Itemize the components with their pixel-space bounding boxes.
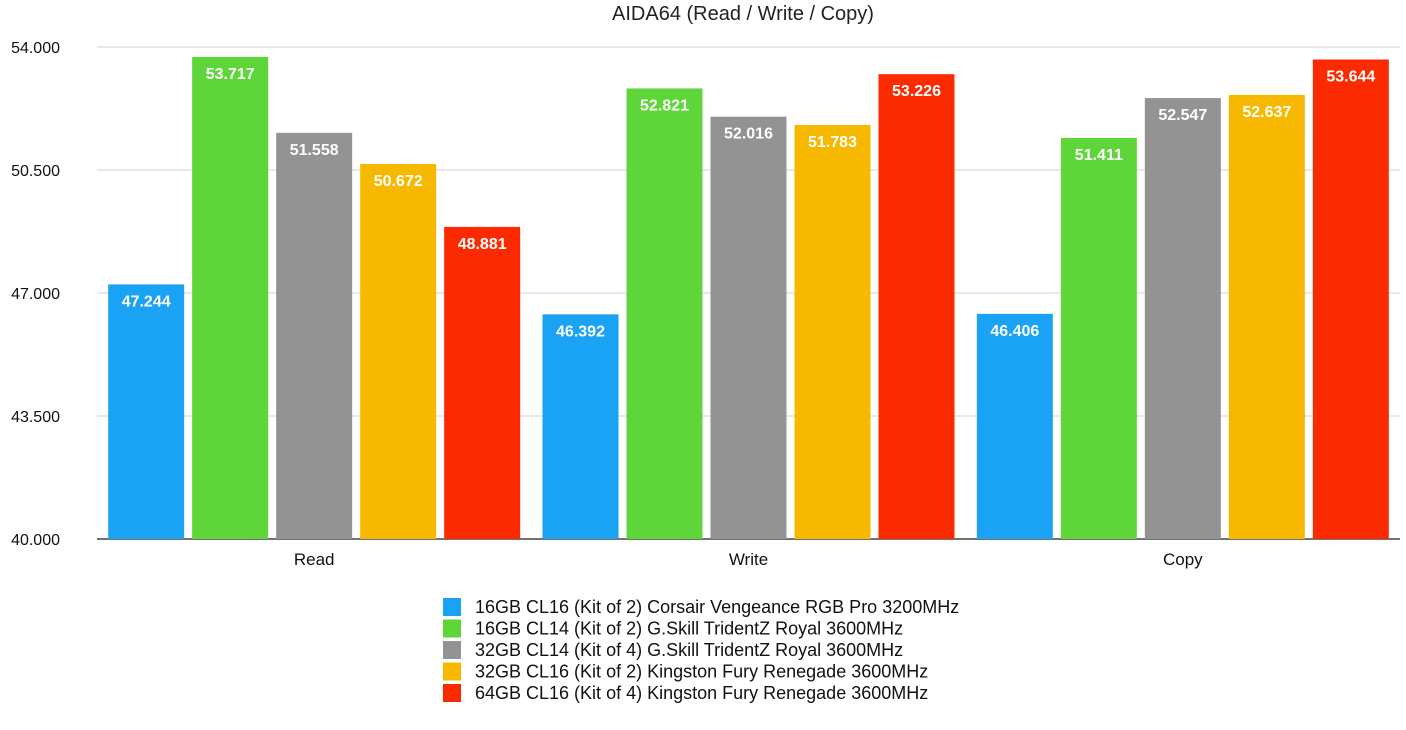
chart-title: AIDA64 (Read / Write / Copy): [612, 3, 874, 25]
legend-entry-label: 16GB CL14 (Kit of 2) G.Skill TridentZ Ro…: [475, 619, 903, 639]
bar-read-series-1: [108, 284, 185, 539]
bar-value-label: 51.558: [290, 142, 339, 159]
bar-write-series-5: [878, 74, 955, 540]
y-tick-label: 43.500: [11, 409, 60, 426]
bar-copy-series-3: [1144, 98, 1221, 540]
bar-copy-series-4: [1228, 94, 1305, 539]
bar-value-label: 52.637: [1242, 104, 1291, 121]
bar-write-series-2: [626, 88, 703, 540]
bar-value-label: 52.547: [1158, 107, 1207, 124]
bar-copy-series-2: [1060, 137, 1137, 539]
legend-entry-label: 32GB CL14 (Kit of 4) G.Skill TridentZ Ro…: [475, 640, 903, 660]
bar-read-series-4: [360, 163, 437, 539]
bar-value-label: 47.244: [122, 293, 171, 310]
bar-value-label: 52.016: [724, 126, 773, 143]
legend-swatch: [443, 598, 461, 616]
bar-value-label: 53.644: [1326, 69, 1375, 86]
bar-value-label: 53.717: [206, 66, 255, 83]
bar-value-label: 52.821: [640, 97, 689, 114]
x-tick-label: Write: [729, 550, 768, 569]
bar-labels-layer: 47.244 53.717 51.558 50.672 48.881 46.392 52.8…: [122, 66, 1376, 340]
y-tick-label: 40.000: [11, 532, 60, 549]
bars-layer: [108, 56, 1389, 540]
legend-swatch: [443, 684, 461, 702]
legend-swatch: [443, 641, 461, 659]
bar-value-label: 50.672: [374, 173, 423, 190]
bar-value-label: 53.226: [892, 83, 941, 100]
bar-value-label: 51.411: [1075, 147, 1123, 164]
bar-copy-series-1: [976, 313, 1053, 539]
bar-read-series-3: [276, 132, 353, 540]
legend-entry-label: 64GB CL16 (Kit of 4) Kingston Fury Reneg…: [475, 683, 928, 703]
bar-value-label: 46.406: [990, 323, 1039, 340]
legend-entry-label: 32GB CL16 (Kit of 2) Kingston Fury Reneg…: [475, 662, 928, 682]
bar-read-series-2: [192, 56, 269, 539]
y-tick-label: 50.500: [11, 163, 60, 180]
bar-write-series-4: [794, 124, 871, 539]
bar-value-label: 46.392: [556, 323, 605, 340]
bar-write-series-1: [542, 314, 619, 539]
bar-value-label: 48.881: [458, 236, 507, 253]
legend: 16GB CL16 (Kit of 2) Corsair Vengeance R…: [443, 597, 959, 703]
x-tick-label: Copy: [1163, 550, 1203, 569]
bar-copy-series-5: [1312, 59, 1389, 539]
legend-swatch: [443, 662, 461, 681]
y-tick-label: 54.000: [11, 40, 60, 57]
legend-entry-label: 16GB CL16 (Kit of 2) Corsair Vengeance R…: [475, 597, 959, 617]
bar-read-series-5: [444, 226, 521, 539]
x-tick-label: Read: [294, 550, 335, 569]
y-tick-label: 47.000: [11, 286, 60, 303]
bar-value-label: 51.783: [808, 134, 857, 151]
legend-swatch: [443, 619, 461, 638]
bar-write-series-3: [710, 116, 787, 540]
x-axis: Read Write Copy: [294, 550, 1203, 569]
